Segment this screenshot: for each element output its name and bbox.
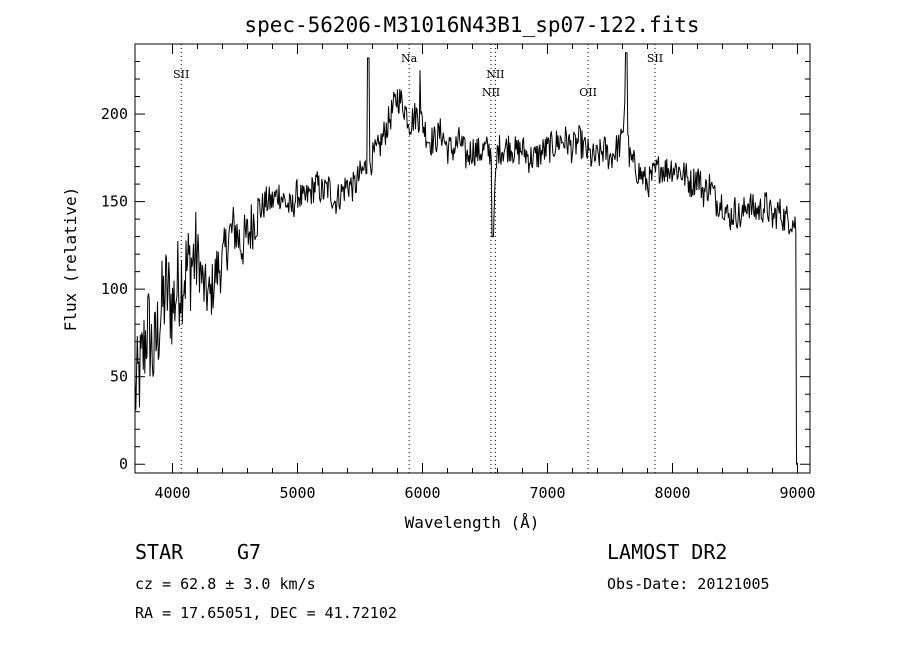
axis-tick-labels: 4000 5000 6000 7000 8000 9000 0 50 100 150 200 [101,105,816,502]
x-tick-label: 9000 [779,484,815,502]
y-axis-label: Flux (relative) [61,187,80,332]
y-tick-label: 100 [101,280,128,298]
coordinates: RA = 17.65051, DEC = 41.72102 [135,604,397,622]
emission-line-label: SII [173,68,189,81]
spectrum-line [134,52,798,465]
redshift-cz: cz = 62.8 ± 3.0 km/s [135,575,316,593]
star-subclass: G7 [237,540,262,564]
chart-title: spec-56206-M31016N43B1_sp07-122.fits [244,13,699,37]
emission-line-label: OII [579,86,597,99]
x-tick-label: 8000 [654,484,690,502]
x-tick-label: 5000 [279,484,315,502]
y-tick-label: 0 [119,455,128,473]
x-axis-label: Wavelength (Å) [405,513,540,532]
x-tick-label: 4000 [154,484,190,502]
emission-line-label: NII [482,86,500,99]
x-tick-label: 7000 [529,484,565,502]
plot-frame [134,43,811,474]
emission-line-label: Na [401,52,418,65]
axis-ticks [135,44,810,473]
y-tick-label: 50 [110,368,128,386]
survey-name: LAMOST DR2 [607,540,728,564]
y-tick-label: 200 [101,105,128,123]
emission-line-markers [180,44,656,473]
observation-date: Obs-Date: 20121005 [607,575,770,593]
x-tick-label: 6000 [404,484,440,502]
emission-line-labels: SII Na NII NII OII SII [173,52,663,99]
star-class: STAR [135,540,184,564]
emission-line-label: NII [486,68,504,81]
emission-line-label: SII [647,52,663,65]
y-tick-label: 150 [101,193,128,211]
